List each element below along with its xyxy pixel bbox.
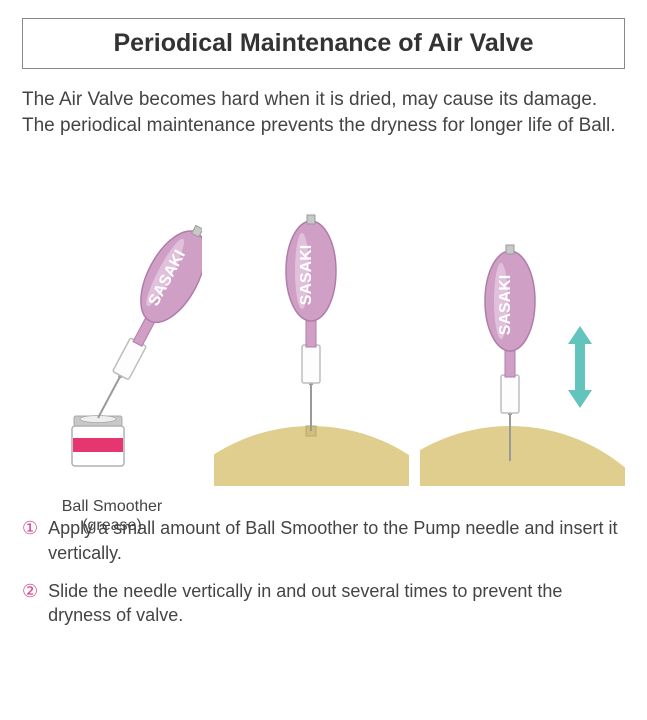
ball-icon xyxy=(420,426,625,486)
jar-icon xyxy=(72,416,124,467)
pump-brand-label: SASAKI xyxy=(497,275,514,335)
up-down-arrow-icon xyxy=(568,326,592,408)
caption-line1: Ball Smoother xyxy=(62,498,163,515)
intro-text: The Air Valve becomes hard when it is dr… xyxy=(22,87,625,138)
panel-2: SASAKI xyxy=(214,186,409,486)
panel-3: SASAKI xyxy=(420,186,625,486)
pump-icon: SASAKI xyxy=(286,215,336,431)
step-2-num: ② xyxy=(22,579,38,628)
panel-1: SASAKI Ball Smoother (grease) xyxy=(22,186,202,486)
page-title: Periodical Maintenance of Air Valve xyxy=(23,29,624,58)
title-box: Periodical Maintenance of Air Valve xyxy=(22,18,625,69)
panel-2-svg: SASAKI xyxy=(214,186,409,486)
diagram-row: SASAKI Ball Smoother (grease) xyxy=(22,166,625,486)
pump-brand-label: SASAKI xyxy=(298,245,315,305)
panel-1-svg: SASAKI xyxy=(22,186,202,486)
pump-icon: SASAKI xyxy=(76,216,202,430)
step-2: ② Slide the needle vertically in and out… xyxy=(22,579,625,628)
step-2-text: Slide the needle vertically in and out s… xyxy=(48,579,625,628)
caption-line2: (grease) xyxy=(82,517,142,534)
panel-3-svg: SASAKI xyxy=(420,186,625,486)
panel-1-caption: Ball Smoother (grease) xyxy=(22,497,202,535)
